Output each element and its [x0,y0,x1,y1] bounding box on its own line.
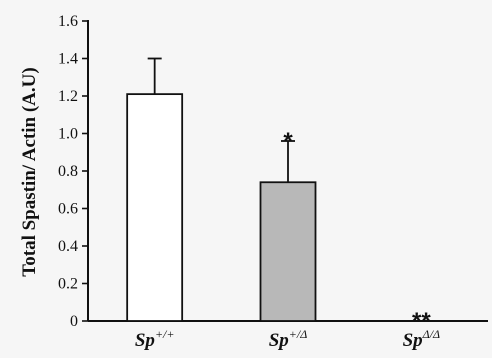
bars: *** [126,57,431,335]
y-tick-label: 1.2 [58,88,78,105]
bar [126,93,184,322]
significance-marker: ** [412,308,431,335]
y-tick-label: 0 [70,313,78,330]
category-labels: Sp+/+ Sp+/Δ SpΔ/Δ [135,327,440,351]
y-tick-label: 1.0 [58,126,78,143]
bar [259,181,317,322]
y-tick-label: 1.4 [58,51,78,68]
category-label: Sp+/+ [135,327,175,351]
y-tick-label: 0.2 [58,276,78,293]
y-tick-label: 1.6 [58,13,78,30]
y-axis-label: Total Spastin/ Actin (A.U) [19,67,40,276]
y-tick-label: 0.6 [58,201,78,218]
axes: 0 0.2 0.4 0.6 0.8 1.0 1.2 1.4 1.6 [58,13,488,330]
y-tick-label: 0.8 [58,163,78,180]
category-label: SpΔ/Δ [403,327,441,351]
category-label: Sp+/Δ [269,327,308,351]
y-tick-label: 0.4 [58,238,78,255]
significance-marker: * [283,128,293,155]
